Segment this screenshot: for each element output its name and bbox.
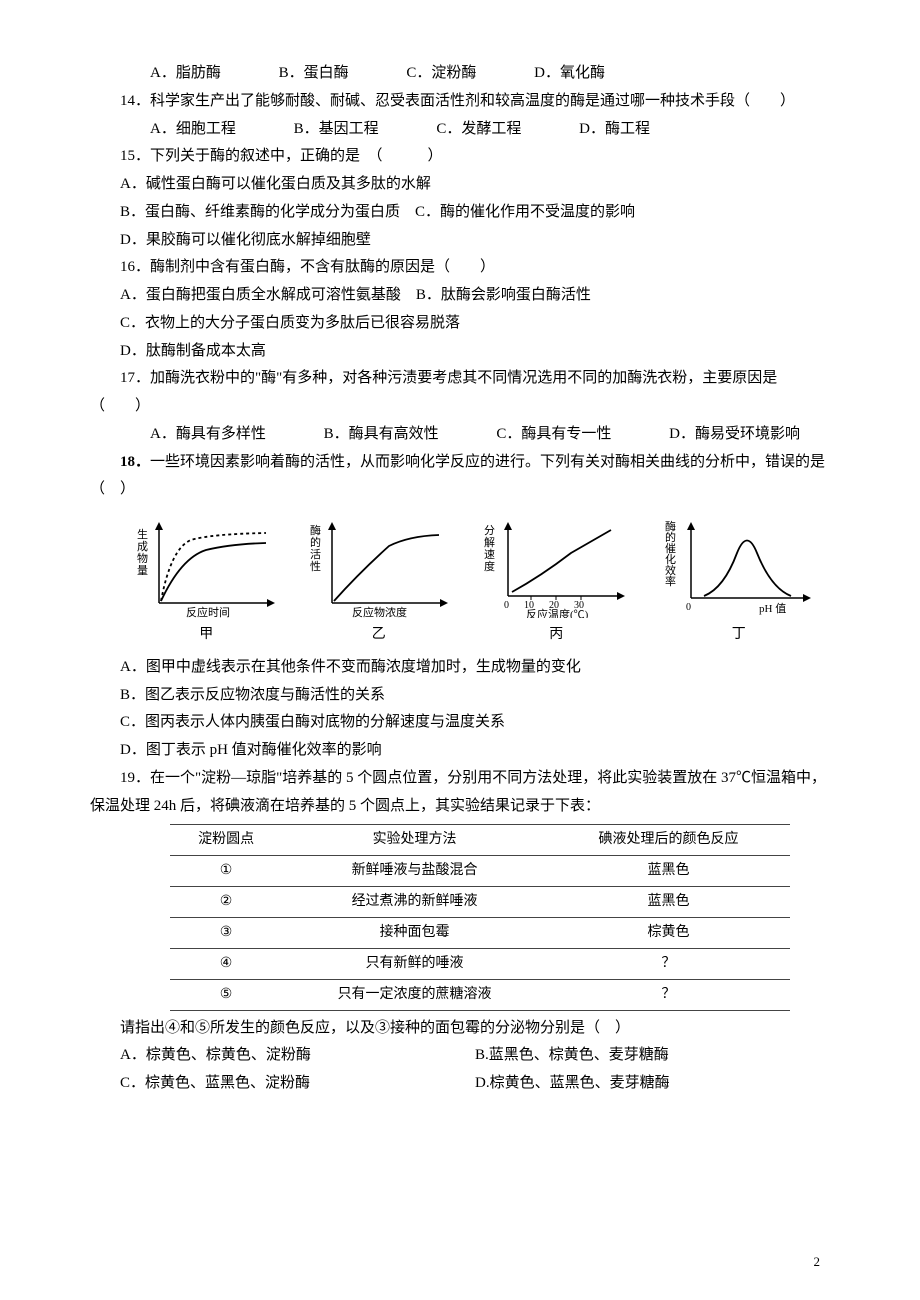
q14-opt-c: C．发酵工程 bbox=[406, 116, 521, 144]
table-header-row: 淀粉圆点 实验处理方法 碘液处理后的颜色反应 bbox=[170, 825, 790, 856]
q14-options: A．细胞工程 B．基因工程 C．发酵工程 D．酶工程 bbox=[90, 116, 830, 144]
table-row: ⑤只有一定浓度的蔗糖溶液？ bbox=[170, 979, 790, 1010]
cell: ③ bbox=[170, 918, 282, 949]
table-body: ①新鲜唾液与盐酸混合蓝黑色 ②经过煮沸的新鲜唾液蓝黑色 ③接种面包霉棕黄色 ④只… bbox=[170, 856, 790, 1010]
q14-opt-b: B．基因工程 bbox=[264, 116, 379, 144]
q14-opt-d: D．酶工程 bbox=[549, 116, 650, 144]
chart-bing-label: 丙 bbox=[549, 622, 563, 648]
q18-opt-d: D．图丁表示 pH 值对酶催化效率的影响 bbox=[90, 737, 830, 765]
q16-opt-ab: A．蛋白酶把蛋白质全水解成可溶性氨基酸 B．肽酶会影响蛋白酶活性 bbox=[90, 282, 830, 310]
q19-stem: 19．在一个"淀粉—琼脂"培养基的 5 个圆点位置，分别用不同方法处理，将此实验… bbox=[90, 765, 830, 821]
page-number: 2 bbox=[814, 1250, 821, 1274]
chart-jia-xaxis: 反应时间 bbox=[186, 605, 230, 618]
q15-stem: 15．下列关于酶的叙述中，正确的是 （ ） bbox=[90, 143, 830, 171]
cell: ② bbox=[170, 887, 282, 918]
cell: 只有新鲜的唾液 bbox=[282, 948, 547, 979]
q17-opt-c: C．酶具有专一性 bbox=[466, 421, 611, 449]
chart-yi: 酶的活性 反应物浓度 乙 bbox=[304, 518, 454, 648]
q15-opt-a: A．碱性蛋白酶可以催化蛋白质及其多肽的水解 bbox=[90, 171, 830, 199]
chart-ding-origin: 0 bbox=[686, 602, 691, 613]
cell: 经过煮沸的新鲜唾液 bbox=[282, 887, 547, 918]
chart-jia-label: 甲 bbox=[199, 622, 213, 648]
q15-opt-d: D．果胶酶可以催化彻底水解掉细胞壁 bbox=[90, 227, 830, 255]
chart-ding-label: 丁 bbox=[732, 622, 746, 648]
q16-opt-c: C．衣物上的大分子蛋白质变为多肽后已很容易脱落 bbox=[90, 310, 830, 338]
q13-opt-c: C．淀粉酶 bbox=[376, 60, 476, 88]
q19-opt-d: D.棕黄色、蓝黑色、麦芽糖酶 bbox=[475, 1070, 830, 1098]
q17-opt-a: A．酶具有多样性 bbox=[120, 421, 266, 449]
q18-opt-b: B．图乙表示反应物浓度与酶活性的关系 bbox=[90, 682, 830, 710]
q17-options: A．酶具有多样性 B．酶具有高效性 C．酶具有专一性 D．酶易受环境影响 bbox=[90, 421, 830, 449]
q16-stem: 16．酶制剂中含有蛋白酶，不含有肽酶的原因是（ ） bbox=[90, 254, 830, 282]
q18-stem: 18．一些环境因素影响着酶的活性，从而影响化学反应的进行。下列有关对酶相关曲线的… bbox=[90, 449, 830, 505]
table-row: ④只有新鲜的唾液？ bbox=[170, 948, 790, 979]
q19-table: 淀粉圆点 实验处理方法 碘液处理后的颜色反应 ①新鲜唾液与盐酸混合蓝黑色 ②经过… bbox=[170, 824, 790, 1010]
chart-ding-svg: 0 酶的催化效率 pH 值 bbox=[659, 518, 819, 618]
cell: 蓝黑色 bbox=[547, 856, 790, 887]
q17-stem: 17．加酶洗衣粉中的"酶"有多种，对各种污渍要考虑其不同情况选用不同的加酶洗衣粉… bbox=[90, 365, 830, 421]
q13-options: A．脂肪酶 B．蛋白酶 C．淀粉酶 D．氧化酶 bbox=[90, 60, 830, 88]
chart-jia: 生成物量 反应时间 甲 bbox=[131, 518, 281, 648]
cell: 只有一定浓度的蔗糖溶液 bbox=[282, 979, 547, 1010]
chart-bing-svg: 0 10 20 30 分解速度 反应温度(℃) bbox=[476, 518, 636, 618]
cell: ？ bbox=[547, 948, 790, 979]
chart-bing-yaxis: 分解速度 bbox=[484, 524, 495, 573]
q17-opt-b: B．酶具有高效性 bbox=[294, 421, 439, 449]
chart-bing-tick0: 0 bbox=[504, 600, 509, 611]
table-row: ②经过煮沸的新鲜唾液蓝黑色 bbox=[170, 887, 790, 918]
chart-jia-yaxis: 生成物量 bbox=[137, 527, 148, 577]
table-row: ③接种面包霉棕黄色 bbox=[170, 918, 790, 949]
chart-jia-svg: 生成物量 反应时间 bbox=[131, 518, 281, 618]
q19-table-wrap: 淀粉圆点 实验处理方法 碘液处理后的颜色反应 ①新鲜唾液与盐酸混合蓝黑色 ②经过… bbox=[170, 824, 790, 1010]
q18-opt-a: A．图甲中虚线表示在其他条件不变而酶浓度增加时，生成物量的变化 bbox=[90, 654, 830, 682]
chart-bing: 0 10 20 30 分解速度 反应温度(℃) 丙 bbox=[476, 518, 636, 648]
q19-opt-c: C．棕黄色、蓝黑色、淀粉酶 bbox=[120, 1070, 475, 1098]
chart-yi-label: 乙 bbox=[372, 622, 386, 648]
cell: ④ bbox=[170, 948, 282, 979]
charts-row: 生成物量 反应时间 甲 酶的活性 反应物浓度 乙 0 10 bbox=[120, 518, 830, 648]
q18-opt-c: C．图丙表示人体内胰蛋白酶对底物的分解速度与温度关系 bbox=[90, 709, 830, 737]
q15-opt-bc: B．蛋白酶、纤维素酶的化学成分为蛋白质 C．酶的催化作用不受温度的影响 bbox=[90, 199, 830, 227]
chart-yi-yaxis: 酶的活性 bbox=[310, 524, 321, 573]
chart-ding-yaxis: 酶的催化效率 bbox=[665, 520, 676, 588]
chart-bing-xaxis: 反应温度(℃) bbox=[526, 607, 589, 618]
q13-opt-b: B．蛋白酶 bbox=[249, 60, 349, 88]
table-header-col3: 碘液处理后的颜色反应 bbox=[547, 825, 790, 856]
q14-opt-a: A．细胞工程 bbox=[120, 116, 236, 144]
q17-opt-d: D．酶易受环境影响 bbox=[639, 421, 800, 449]
cell: 新鲜唾液与盐酸混合 bbox=[282, 856, 547, 887]
q14-stem: 14．科学家生产出了能够耐酸、耐碱、忍受表面活性剂和较高温度的酶是通过哪一种技术… bbox=[90, 88, 830, 116]
table-header-col1: 淀粉圆点 bbox=[170, 825, 282, 856]
cell: ？ bbox=[547, 979, 790, 1010]
q19-opt-a: A．棕黄色、棕黄色、淀粉酶 bbox=[120, 1042, 475, 1070]
chart-ding-xaxis: pH 值 bbox=[759, 602, 786, 615]
table-header-col2: 实验处理方法 bbox=[282, 825, 547, 856]
cell: 棕黄色 bbox=[547, 918, 790, 949]
chart-yi-xaxis: 反应物浓度 bbox=[352, 605, 407, 618]
chart-ding: 0 酶的催化效率 pH 值 丁 bbox=[659, 518, 819, 648]
q16-opt-d: D．肽酶制备成本太高 bbox=[90, 338, 830, 366]
cell: 接种面包霉 bbox=[282, 918, 547, 949]
q13-opt-d: D．氧化酶 bbox=[504, 60, 605, 88]
q18-stem-text: 一些环境因素影响着酶的活性，从而影响化学反应的进行。下列有关对酶相关曲线的分析中… bbox=[90, 454, 825, 498]
cell: ① bbox=[170, 856, 282, 887]
q19-opt-b: B.蓝黑色、棕黄色、麦芽糖酶 bbox=[475, 1042, 830, 1070]
chart-yi-svg: 酶的活性 反应物浓度 bbox=[304, 518, 454, 618]
table-row: ①新鲜唾液与盐酸混合蓝黑色 bbox=[170, 856, 790, 887]
cell: 蓝黑色 bbox=[547, 887, 790, 918]
q13-opt-a: A．脂肪酶 bbox=[120, 60, 221, 88]
q19-ask: 请指出④和⑤所发生的颜色反应，以及③接种的面包霉的分泌物分别是（ ） bbox=[90, 1015, 830, 1043]
q18-num: 18． bbox=[120, 454, 150, 470]
cell: ⑤ bbox=[170, 979, 282, 1010]
q19-options: A．棕黄色、棕黄色、淀粉酶 B.蓝黑色、棕黄色、麦芽糖酶 C．棕黄色、蓝黑色、淀… bbox=[120, 1042, 830, 1098]
